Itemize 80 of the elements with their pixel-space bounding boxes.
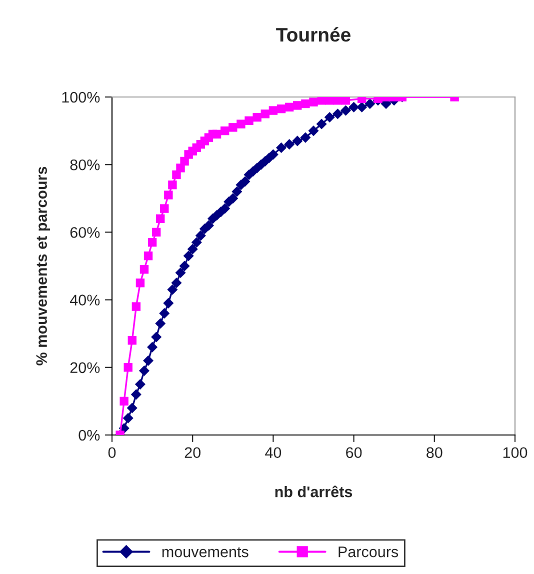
point xyxy=(171,278,182,288)
point xyxy=(276,142,287,153)
y-tick-label: 80% xyxy=(70,159,100,170)
x-tick-label: 60 xyxy=(346,447,362,458)
y-tick-label: 40% xyxy=(70,294,100,306)
point xyxy=(300,132,311,143)
point xyxy=(144,252,153,260)
point xyxy=(147,342,158,352)
point xyxy=(356,102,368,112)
x-tick-label: 40 xyxy=(265,447,282,458)
point xyxy=(140,265,149,274)
y-axis-title: % mouvements et parcours xyxy=(36,166,50,366)
point xyxy=(212,130,222,139)
point xyxy=(167,284,178,295)
point xyxy=(292,136,303,146)
point xyxy=(244,116,254,126)
point xyxy=(134,379,146,390)
point xyxy=(128,336,136,345)
point xyxy=(260,110,270,118)
point xyxy=(348,102,360,112)
point xyxy=(124,363,132,372)
point xyxy=(132,302,141,311)
point xyxy=(220,126,230,136)
point xyxy=(168,180,177,190)
point xyxy=(317,97,326,105)
x-tick-label: 0 xyxy=(108,447,116,458)
x-axis-title: nb d'arrêts xyxy=(275,486,352,498)
point xyxy=(152,228,161,237)
point xyxy=(159,308,170,319)
y-tick-label: 20% xyxy=(70,362,100,374)
point xyxy=(232,186,242,197)
point xyxy=(268,106,278,115)
point xyxy=(228,123,238,132)
point xyxy=(236,120,246,128)
chart-title: Tournée xyxy=(276,27,350,42)
point xyxy=(240,176,250,187)
point xyxy=(341,97,350,105)
point xyxy=(143,355,154,366)
point xyxy=(148,238,157,247)
point xyxy=(122,412,134,424)
y-tick-label: 100% xyxy=(62,92,100,103)
point xyxy=(195,230,206,241)
point xyxy=(183,250,194,262)
legend-label: Parcours xyxy=(338,546,398,558)
point xyxy=(156,214,165,224)
point xyxy=(175,267,186,278)
legend-label: mouvements xyxy=(162,547,248,558)
point xyxy=(179,260,190,272)
x-tick-label: 80 xyxy=(426,447,442,458)
point xyxy=(340,105,352,116)
x-tick-label: 100 xyxy=(503,447,528,458)
point xyxy=(120,396,128,406)
point xyxy=(293,101,302,110)
point xyxy=(220,203,230,214)
point xyxy=(252,112,262,122)
point xyxy=(130,389,142,400)
point xyxy=(187,244,198,254)
point xyxy=(284,139,295,150)
point xyxy=(316,118,327,130)
point xyxy=(191,237,202,248)
point xyxy=(284,102,294,112)
point xyxy=(301,99,310,108)
point xyxy=(308,126,319,136)
point xyxy=(332,108,343,120)
point xyxy=(164,190,173,200)
point xyxy=(276,104,286,114)
point xyxy=(364,98,376,110)
point xyxy=(155,318,166,329)
point xyxy=(163,298,174,308)
point xyxy=(324,112,335,123)
point xyxy=(228,193,238,204)
point xyxy=(136,278,145,288)
point xyxy=(309,98,318,106)
point xyxy=(126,402,138,414)
point xyxy=(151,332,162,342)
y-tick-label: 60% xyxy=(70,227,100,238)
y-tick-label: 0% xyxy=(78,430,100,441)
point xyxy=(160,204,169,213)
x-tick-label: 20 xyxy=(184,447,200,458)
point xyxy=(138,366,150,376)
